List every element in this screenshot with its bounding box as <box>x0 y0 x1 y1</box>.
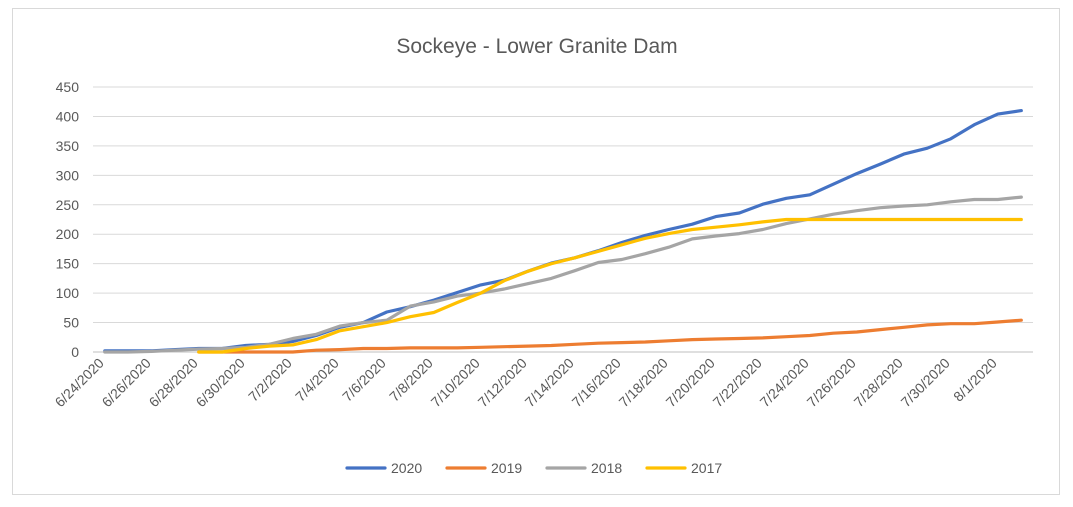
y-tick-label: 200 <box>56 226 80 242</box>
series-line-2020 <box>103 109 1023 353</box>
series-line-2019 <box>197 318 1023 354</box>
legend: 2020 2019 2018 2017 <box>345 460 722 476</box>
y-tick-label: 250 <box>56 197 80 213</box>
x-tick-label: 7/4/2020 <box>292 355 342 405</box>
legend-label-2018: 2018 <box>591 460 622 476</box>
y-tick-label: 450 <box>56 79 80 95</box>
x-tick-label: 7/10/2020 <box>428 355 484 411</box>
x-tick-label: 7/6/2020 <box>339 355 389 405</box>
y-tick-label: 150 <box>56 256 80 272</box>
legend-label-2019: 2019 <box>491 460 522 476</box>
x-tick-label: 6/26/2020 <box>99 355 155 411</box>
x-tick-label: 7/18/2020 <box>616 355 672 411</box>
chart-title: Sockeye - Lower Granite Dam <box>396 35 677 58</box>
y-tick-label: 400 <box>56 108 80 124</box>
x-tick-label: 7/30/2020 <box>898 355 954 411</box>
series-line-2017 <box>197 217 1023 354</box>
gridlines <box>93 86 1033 353</box>
x-tick-label: 7/2/2020 <box>245 355 295 405</box>
axes: 0 50 100 150 200 250 300 350 400 450 6/24/20206/26… <box>52 79 1001 410</box>
x-tick-label: 8/1/2020 <box>950 355 1000 405</box>
chart-frame: Sockeye - Lower Granite Dam 0 50 100 150 200… <box>12 8 1060 495</box>
x-tick-label: 6/24/2020 <box>52 355 108 411</box>
y-tick-label: 50 <box>63 315 79 331</box>
x-tick-label: 7/12/2020 <box>475 355 531 411</box>
x-tick-label: 6/30/2020 <box>193 355 249 411</box>
legend-label-2017: 2017 <box>691 460 722 476</box>
x-tick-label: 6/28/2020 <box>146 355 202 411</box>
x-tick-label: 7/26/2020 <box>804 355 860 411</box>
series-lines <box>103 109 1023 354</box>
y-tick-label: 100 <box>56 285 80 301</box>
x-tick-label: 7/22/2020 <box>710 355 766 411</box>
x-tick-label: 7/24/2020 <box>757 355 813 411</box>
y-tick-label: 300 <box>56 167 80 183</box>
y-tick-label: 0 <box>71 344 79 360</box>
x-tick-label: 7/16/2020 <box>569 355 625 411</box>
line-chart: Sockeye - Lower Granite Dam 0 50 100 150 200… <box>52 35 1033 476</box>
x-tick-label: 7/28/2020 <box>851 355 907 411</box>
y-tick-label: 350 <box>56 138 80 154</box>
legend-label-2020: 2020 <box>391 460 422 476</box>
x-tick-label: 7/20/2020 <box>663 355 719 411</box>
x-tick-label: 7/14/2020 <box>522 355 578 411</box>
